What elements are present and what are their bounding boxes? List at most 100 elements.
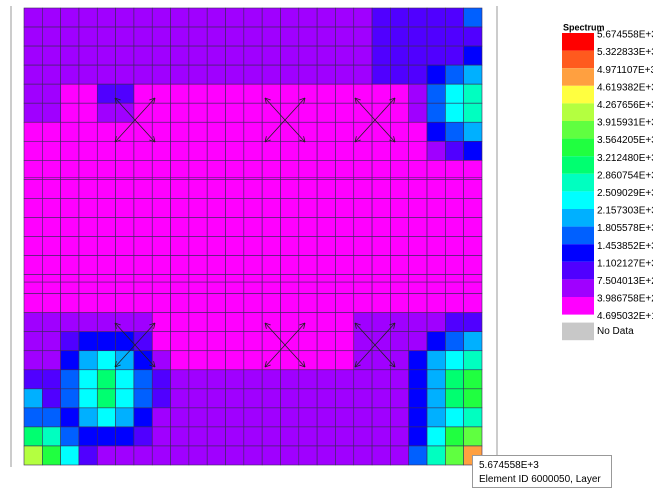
mesh-cell [96,198,116,218]
mesh-cell [151,426,171,447]
mesh-cell [371,64,391,85]
arrow [354,322,376,346]
mesh-cell [463,331,483,352]
legend-label: 3.564205E+3 [597,135,653,146]
mesh-cell [206,160,226,180]
mesh-cell [42,179,61,199]
arrow-head [114,97,117,104]
mesh-cell [243,217,263,237]
mesh-cell [78,102,98,123]
arrow [354,97,376,121]
mesh-cell [42,236,61,256]
arrow-head [264,136,267,143]
mesh-cell [298,293,318,313]
mesh-cell [390,26,410,47]
mesh-cell [408,45,428,66]
mesh-cell [225,274,245,294]
mesh-cell [78,45,98,66]
mesh-cell [206,331,226,352]
mesh-cell [133,445,153,466]
mesh-cell [463,140,483,161]
mesh-cell [133,83,153,104]
mesh-cell [188,293,208,313]
mesh-cell [298,445,318,466]
mesh-cell [23,236,43,256]
mesh-cell [353,179,373,199]
mesh-cell [78,426,98,447]
mesh-cell [463,26,483,47]
mesh-cell [78,407,98,428]
arrow [264,97,286,121]
mesh-cell [23,7,43,28]
mesh-cell [298,102,318,123]
arrow-head [299,364,306,368]
mesh-cell [426,45,446,66]
arrow [284,97,306,121]
mesh-cell [115,255,135,275]
legend-label: 3.212480E+3 [597,153,653,164]
mesh-cell [426,274,446,294]
legend-label: 2.860754E+3 [597,170,653,181]
mesh-cell [426,26,446,47]
mesh-cell [60,255,80,275]
mesh-cell [261,83,281,104]
mesh-cell [115,45,135,66]
arrow-head [114,364,121,368]
mesh-cell [188,331,208,352]
mesh-cell [115,102,135,123]
mesh-cell [188,426,208,447]
mesh-cell [445,64,464,85]
legend-swatch [562,103,594,121]
arrow-head [264,322,271,326]
arrow-head [354,322,361,326]
mesh-cell [408,426,428,447]
mesh-cell [316,83,336,104]
mesh-cell [408,369,428,390]
mesh-cell [96,293,116,313]
mesh-cell [206,426,226,447]
mesh-cell [115,160,135,180]
mesh-cell [298,407,318,428]
mesh-cell [188,236,208,256]
mesh-cell [408,255,428,275]
mesh-cell [225,445,245,466]
mesh-cell [188,83,208,104]
mesh-cell [408,350,428,371]
mesh-cell [298,198,318,218]
mesh-cell [42,445,61,466]
mesh-cell [445,445,464,466]
mesh-cell [261,369,281,390]
mesh-cell [133,179,153,199]
mesh-cell [463,312,483,333]
mesh-cell [335,255,355,275]
arrow-head [114,136,117,143]
mesh-cell [96,7,116,28]
mesh-cell [298,236,318,256]
mesh-cell [408,83,428,104]
arrow-head [149,364,156,368]
mesh-cell [243,198,263,218]
mesh-cell [353,388,373,409]
mesh-cell [408,121,428,142]
mesh-cell [23,64,43,85]
mesh-cell [353,45,373,66]
mesh-cell [335,140,355,161]
mesh-cell [426,160,446,180]
arrow [374,322,396,346]
mesh-cell [96,179,116,199]
mesh-cell [60,45,80,66]
mesh-cell [280,217,300,237]
mesh-cell [78,274,98,294]
mesh-cell [371,274,391,294]
arrow [374,97,396,121]
arrow-head [264,322,267,329]
mesh-cell [371,312,391,333]
arrow [134,344,156,368]
mesh-cell [42,160,61,180]
mesh-cell [188,121,208,142]
arrow [264,322,286,346]
mesh-cell [206,102,226,123]
mesh-cell [115,445,135,466]
mesh-cell [115,388,135,409]
mesh-cell [151,445,171,466]
